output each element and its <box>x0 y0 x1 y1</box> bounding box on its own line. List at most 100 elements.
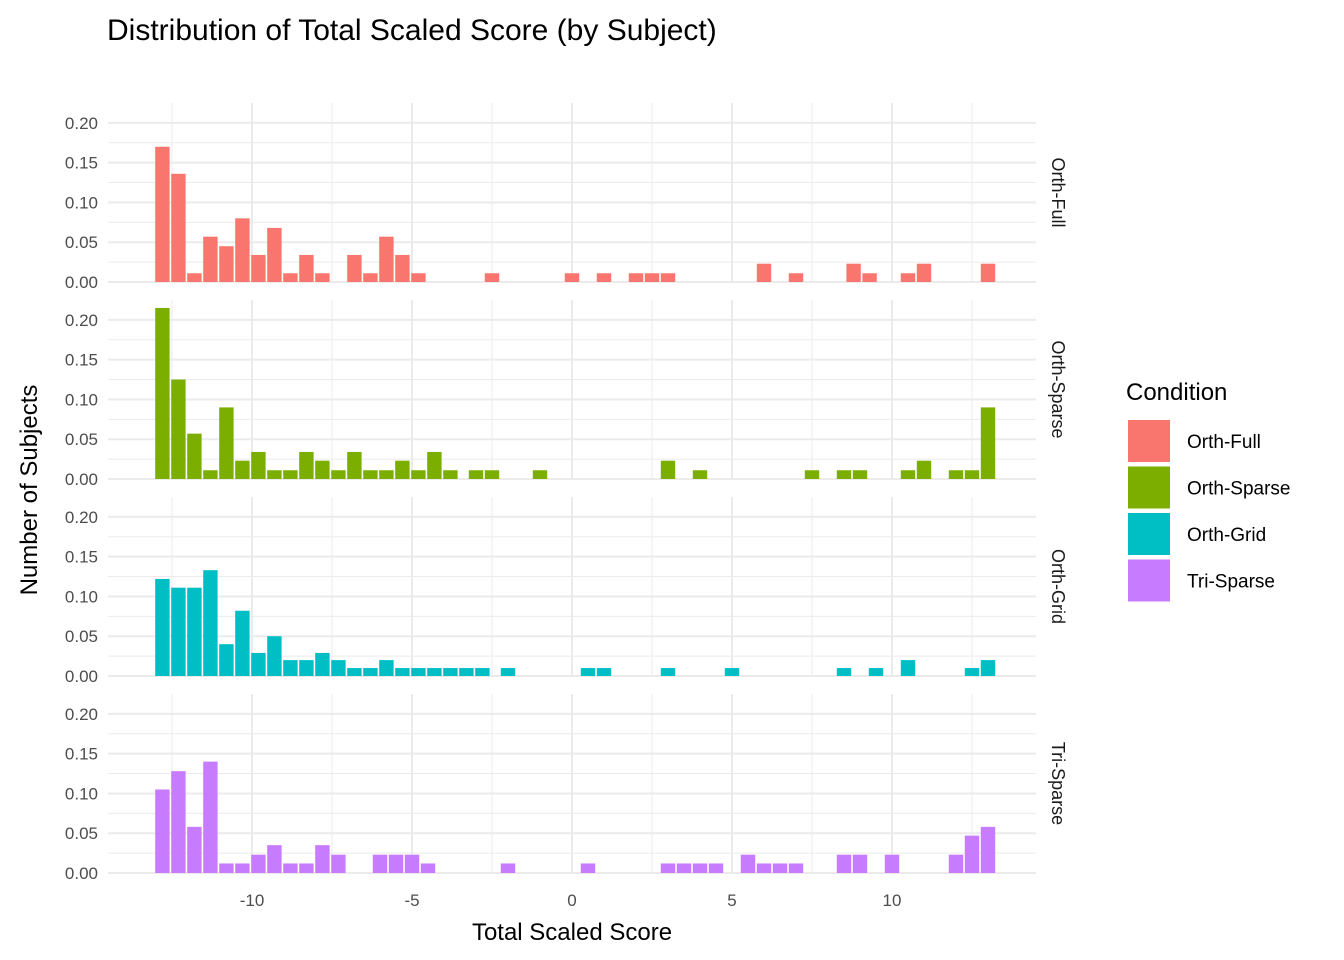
x-tick-label: -10 <box>240 891 265 910</box>
bar <box>468 470 484 479</box>
bar <box>862 273 877 282</box>
y-tick-label: 0.10 <box>65 390 98 409</box>
bar <box>315 460 330 479</box>
y-tick-label: 0.05 <box>65 627 98 646</box>
bar <box>692 863 708 873</box>
bar <box>331 470 346 479</box>
bar <box>708 863 724 873</box>
bar <box>267 470 282 479</box>
x-tick-label: 10 <box>883 891 902 910</box>
bar <box>788 273 804 282</box>
bar <box>660 668 676 676</box>
bar <box>267 845 282 873</box>
bar <box>500 668 516 676</box>
bar <box>171 587 186 676</box>
bar <box>283 273 298 282</box>
bar <box>804 470 820 479</box>
bar <box>155 789 170 873</box>
bar <box>980 263 996 282</box>
bar <box>900 273 916 282</box>
bar <box>203 470 218 479</box>
bar <box>852 470 868 479</box>
bar <box>964 470 980 479</box>
bar <box>846 263 861 282</box>
bar <box>580 863 596 873</box>
bar <box>267 636 282 676</box>
legend-swatch <box>1128 420 1170 462</box>
bar <box>347 668 362 676</box>
bar <box>219 407 234 479</box>
bar <box>411 470 426 479</box>
facet-panels: 0.00 0.05 0.10 0.15 0.20 Orth-Full 0.00 0.05 0.1… <box>65 103 1068 883</box>
bar <box>155 146 170 282</box>
bar <box>372 854 388 873</box>
legend-label: Orth-Full <box>1187 432 1261 453</box>
y-tick-label: 0.15 <box>65 154 98 173</box>
bar <box>219 644 234 676</box>
bar <box>532 470 548 479</box>
y-tick-label: 0.15 <box>65 745 98 764</box>
facet-strip-label: Tri-Sparse <box>1048 742 1068 825</box>
bar <box>395 668 410 676</box>
bar <box>868 668 884 676</box>
bar <box>283 863 298 873</box>
bar <box>235 460 250 479</box>
bar <box>459 668 474 676</box>
y-tick-label: 0.00 <box>65 273 98 292</box>
bar <box>395 460 410 479</box>
bar <box>427 668 442 676</box>
legend-swatch <box>1128 559 1170 602</box>
bar <box>219 246 234 282</box>
bar <box>315 845 330 873</box>
y-tick-label: 0.05 <box>65 430 98 449</box>
bar <box>331 854 346 873</box>
bar <box>388 854 404 873</box>
bar <box>900 660 916 676</box>
bar <box>628 273 644 282</box>
bar <box>171 173 186 282</box>
legend-label: Orth-Sparse <box>1187 479 1290 500</box>
bar <box>772 863 788 873</box>
bar <box>251 254 266 282</box>
legend-title: Condition <box>1126 379 1227 406</box>
facet-panel-2: 0.00 0.05 0.10 0.15 0.20 Orth-Grid <box>65 497 1068 686</box>
bar <box>692 470 708 479</box>
bar <box>404 854 420 873</box>
bar <box>580 668 596 676</box>
bar <box>948 854 964 873</box>
bar <box>596 273 612 282</box>
bar <box>187 826 202 873</box>
bar <box>980 826 996 873</box>
bar <box>443 668 458 676</box>
bar <box>964 668 980 676</box>
bar <box>331 660 346 676</box>
bar <box>676 863 692 873</box>
bar <box>299 660 314 676</box>
x-axis: -10 -5 0 5 10 <box>240 891 902 910</box>
bar <box>916 263 932 282</box>
bar <box>916 460 932 479</box>
bar <box>420 863 436 873</box>
bar <box>475 668 490 676</box>
bar <box>379 470 394 479</box>
bar <box>500 863 516 873</box>
bar <box>660 273 676 282</box>
bar <box>884 854 900 873</box>
bar <box>980 660 996 676</box>
bar <box>756 263 772 282</box>
bar <box>171 771 186 873</box>
bar <box>187 433 202 479</box>
facet-panel-3: 0.00 0.05 0.10 0.15 0.20 Tri-Sparse <box>65 694 1068 883</box>
bar <box>283 470 298 479</box>
chart-title: Distribution of Total Scaled Score (by S… <box>107 14 717 47</box>
bar <box>900 470 916 479</box>
bar <box>203 236 218 282</box>
legend-swatch <box>1128 513 1170 555</box>
bar <box>644 273 660 282</box>
x-tick-label: 0 <box>567 891 576 910</box>
bar <box>411 668 426 676</box>
facet-strip-label: Orth-Sparse <box>1048 340 1068 438</box>
y-tick-label: 0.15 <box>65 548 98 567</box>
legend-label: Tri-Sparse <box>1187 572 1275 593</box>
